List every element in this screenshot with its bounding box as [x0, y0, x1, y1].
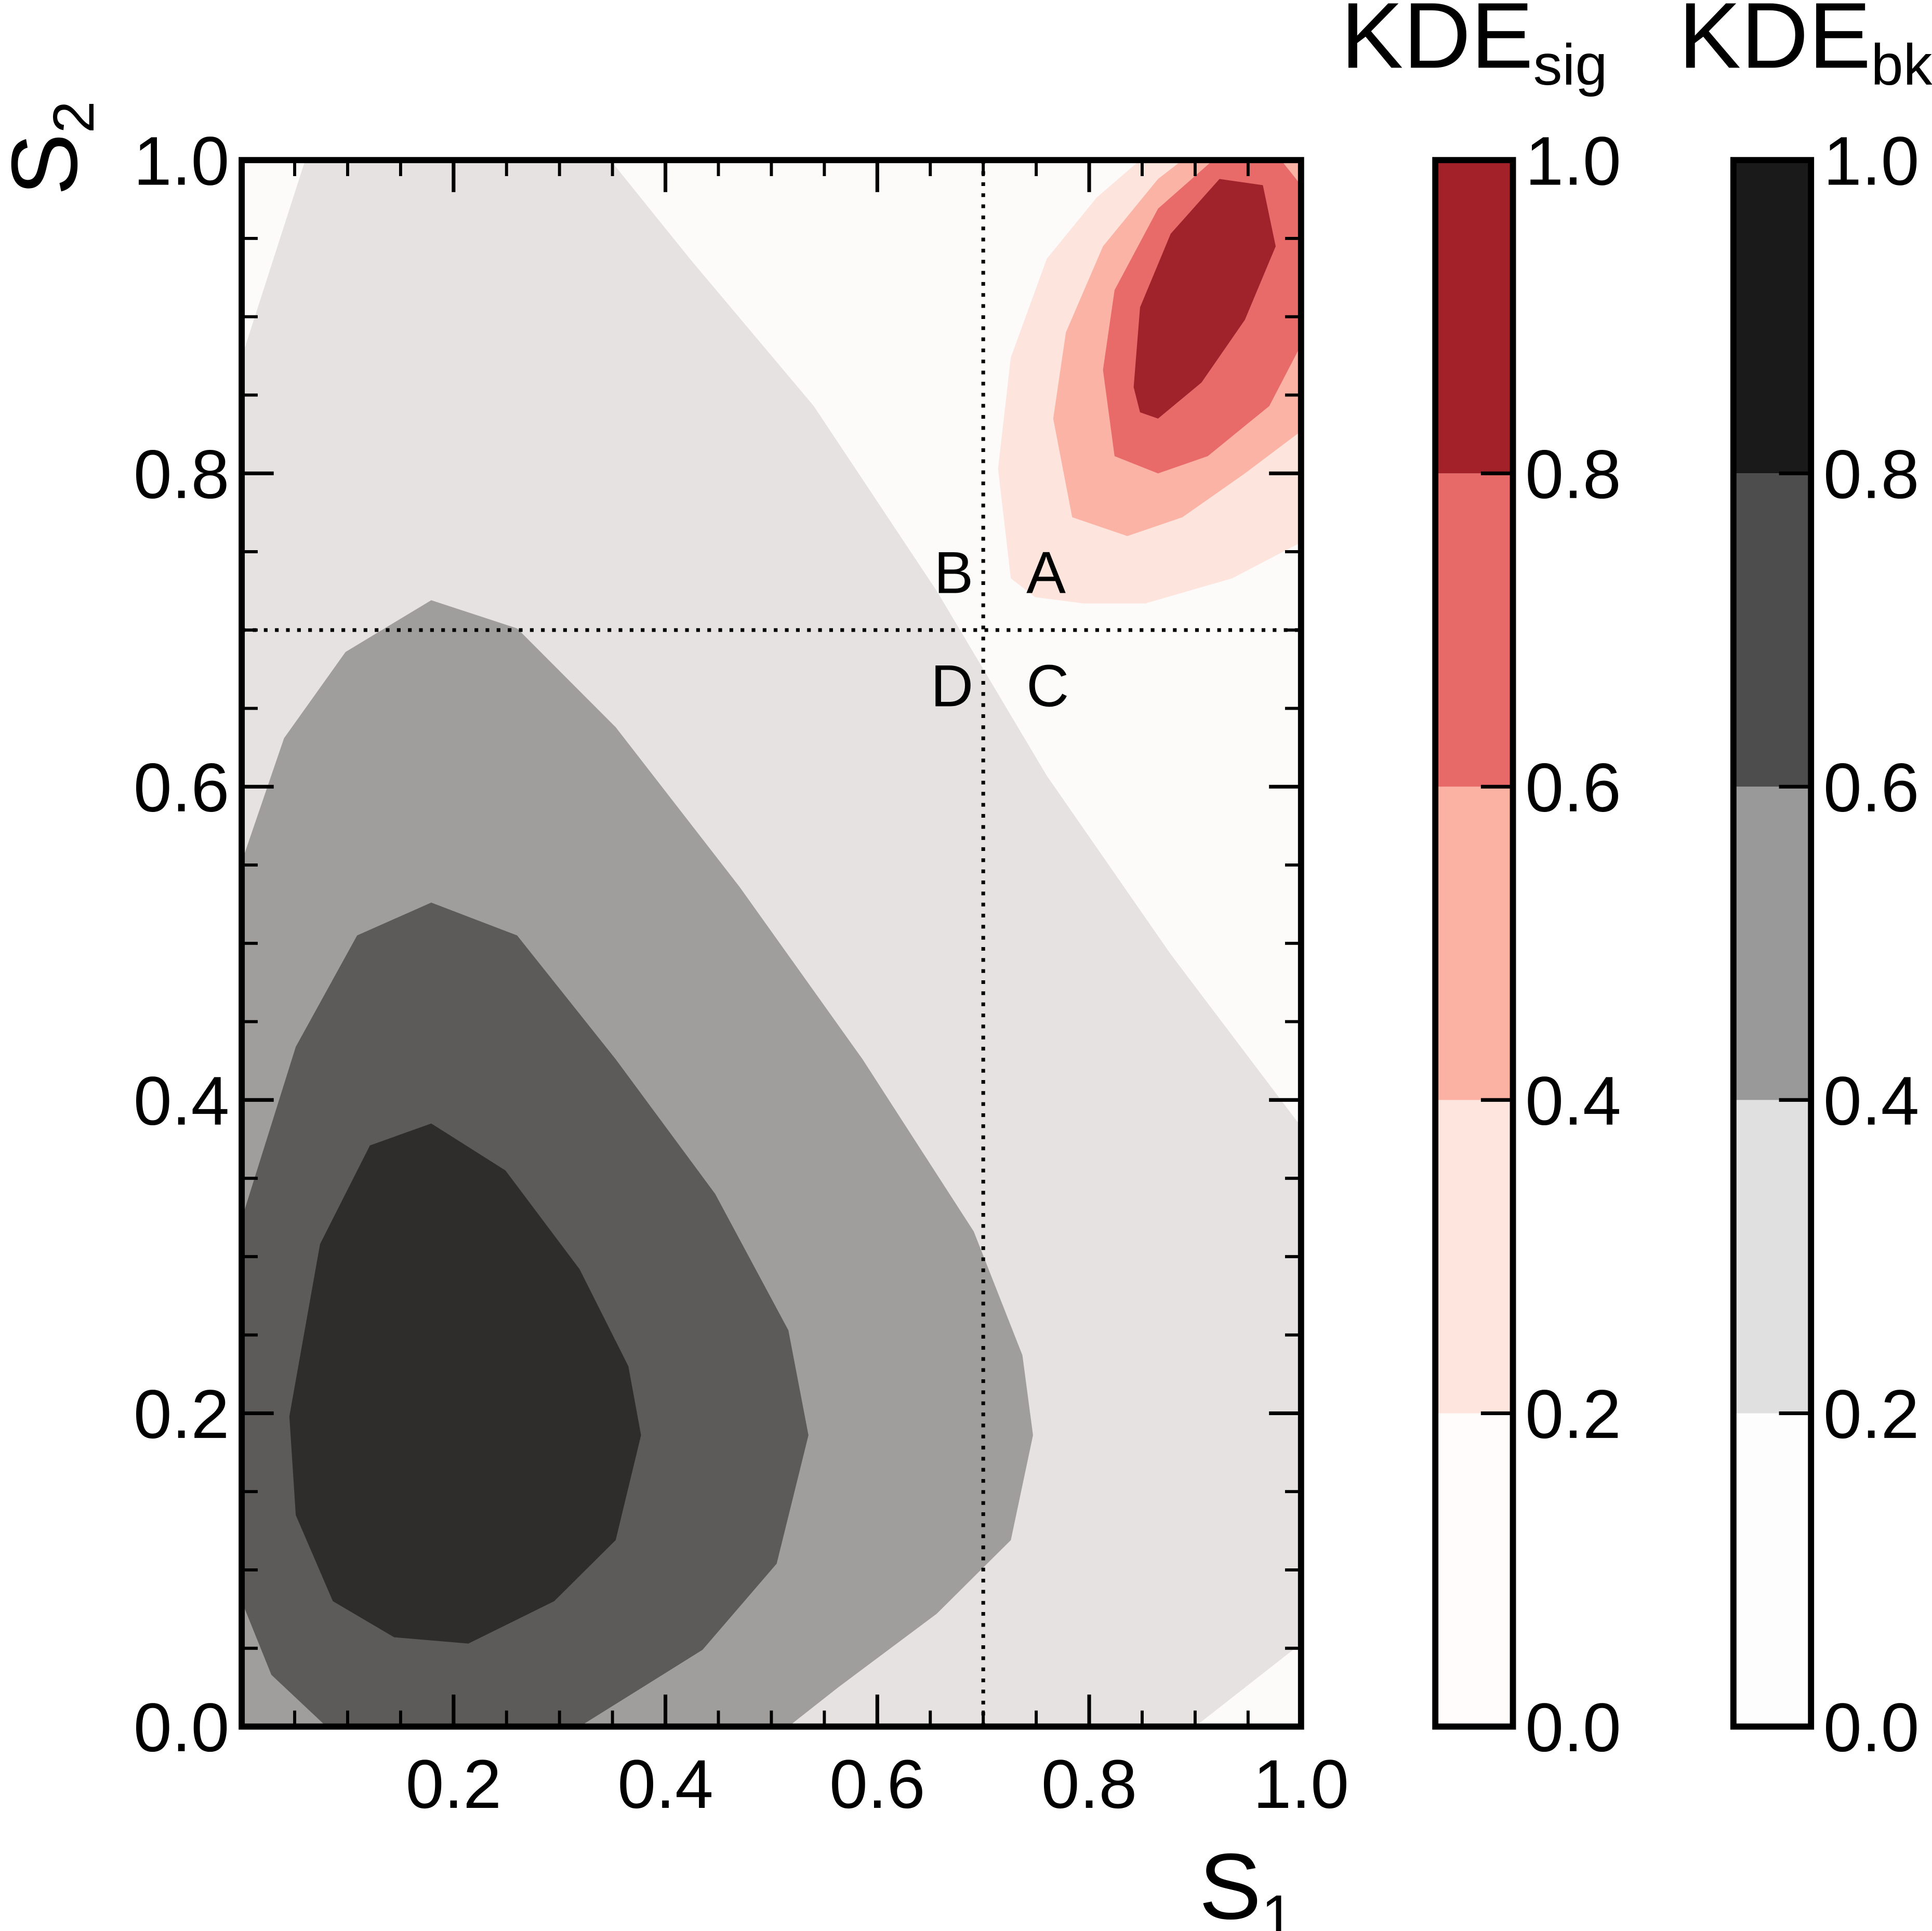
colorbar-tick-label: 0.6: [1823, 750, 1920, 827]
colorbar-label: KDEbkg: [1678, 0, 1932, 97]
colorbar-frame: [1730, 157, 1815, 1730]
y-tick-label: 1.0: [134, 123, 230, 200]
colorbar-band: [1435, 787, 1513, 1100]
y-axis-label-sub: 2: [41, 101, 106, 133]
colorbar-tick-label: 0.6: [1525, 750, 1621, 827]
region-label: C: [1026, 654, 1069, 720]
y-tick-label: 0.2: [134, 1376, 230, 1453]
y-tick-label: 0.6: [134, 750, 230, 827]
y-tick-label: 0.8: [134, 436, 230, 513]
colorbar-band: [1733, 473, 1811, 787]
colorbar-label-main: KDE: [1341, 0, 1533, 88]
y-tick-label: 0.0: [134, 1689, 230, 1766]
colorbar-tick-label: 0.4: [1525, 1063, 1621, 1140]
contour-region: [1133, 179, 1276, 419]
region-label: B: [934, 540, 973, 606]
x-tick-label: 0.6: [829, 1746, 925, 1823]
colorbar-tick-label: 0.0: [1823, 1689, 1920, 1766]
colorbar-tick-label: 1.0: [1525, 123, 1621, 200]
colorbar-frame: [1432, 157, 1516, 1730]
colorbar-label-sub: bkg: [1871, 32, 1932, 97]
colorbar-band: [1435, 160, 1513, 474]
colorbar-tick-label: 0.4: [1823, 1063, 1920, 1140]
colorbar-label: KDEsig: [1341, 0, 1607, 97]
x-tick-label: 1.0: [1253, 1746, 1349, 1823]
colorbar-band: [1435, 1100, 1513, 1414]
colorbar-band: [1733, 1100, 1811, 1414]
colorbar-label-sub: sig: [1533, 32, 1608, 97]
colorbar-tick-label: 0.2: [1823, 1376, 1920, 1453]
colorbar-tick-label: 0.0: [1525, 1689, 1621, 1766]
x-axis-label-main: S: [1199, 1834, 1261, 1931]
x-axis-label-sub: 1: [1261, 1883, 1293, 1931]
y-tick-label: 0.4: [134, 1063, 230, 1140]
colorbar-label-main: KDE: [1678, 0, 1871, 88]
colorbar-band: [1733, 1413, 1811, 1727]
colorbar-band: [1733, 787, 1811, 1100]
plot-frame: [239, 157, 1304, 1730]
colorbar-band: [1435, 1413, 1513, 1727]
colorbar-tick-label: 0.8: [1525, 436, 1621, 513]
colorbar-tick-label: 0.8: [1823, 436, 1920, 513]
x-tick-label: 0.2: [406, 1746, 502, 1823]
region-label: A: [1026, 540, 1066, 606]
colorbar-tick-label: 0.2: [1525, 1376, 1621, 1453]
region-label: D: [931, 654, 973, 720]
colorbar-tick-label: 1.0: [1823, 123, 1920, 200]
colorbar-band: [1435, 473, 1513, 787]
colorbar-band: [1733, 160, 1811, 474]
x-tick-label: 0.4: [617, 1746, 713, 1823]
y-axis-label: S2: [0, 101, 106, 195]
x-tick-label: 0.8: [1041, 1746, 1137, 1823]
y-axis-label-main: S: [0, 134, 97, 196]
contour-region: [289, 1123, 641, 1644]
x-axis-label: S1: [1199, 1834, 1293, 1931]
